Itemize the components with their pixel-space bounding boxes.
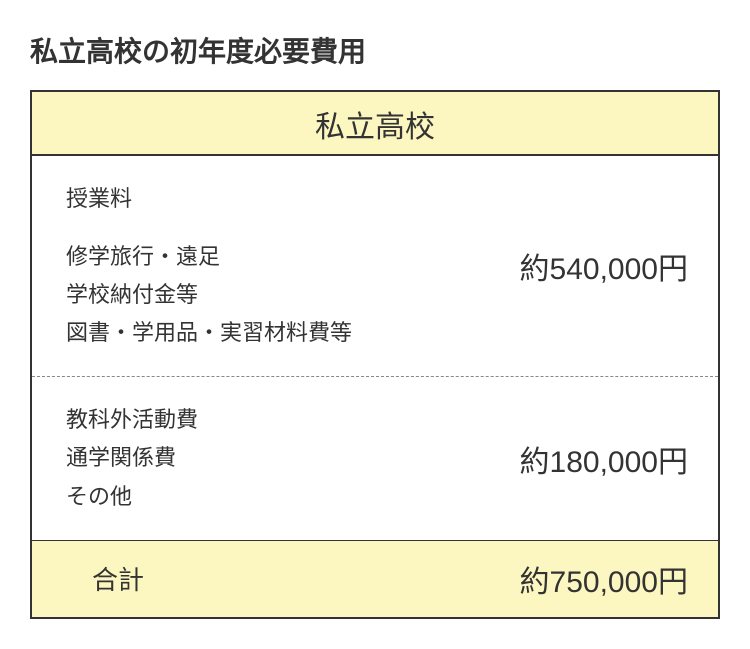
total-row: 合計 約750,000円	[32, 540, 718, 617]
table-header: 私立高校	[32, 92, 718, 156]
section-1-label-top: 授業料	[66, 182, 352, 216]
section-2-label-3: その他	[66, 480, 198, 514]
section-1-labels: 授業料 修学旅行・遠足 学校納付金等 図書・学用品・実習材料費等	[66, 182, 352, 350]
section-2-labels: 教科外活動費 通学関係費 その他	[66, 403, 198, 513]
total-value: 約750,000円	[520, 557, 688, 601]
total-label: 合計	[92, 560, 144, 597]
page-title: 私立高校の初年度必要費用	[30, 30, 720, 70]
section-2-label-2: 通学関係費	[66, 441, 198, 475]
section-2-label-1: 教科外活動費	[66, 403, 198, 437]
section-1-label-2: 学校納付金等	[66, 278, 352, 312]
section-1-value: 約540,000円	[520, 244, 688, 288]
cost-table: 私立高校 授業料 修学旅行・遠足 学校納付金等 図書・学用品・実習材料費等 約5…	[30, 90, 720, 619]
section-1-label-3: 図書・学用品・実習材料費等	[66, 316, 352, 350]
cost-summary-wrapper: 私立高校の初年度必要費用 私立高校 授業料 修学旅行・遠足 学校納付金等 図書・…	[30, 30, 720, 619]
section-1: 授業料 修学旅行・遠足 学校納付金等 図書・学用品・実習材料費等 約540,00…	[32, 156, 718, 377]
section-2-value: 約180,000円	[520, 437, 688, 481]
section-2: 教科外活動費 通学関係費 その他 約180,000円	[32, 377, 718, 539]
section-1-label-1: 修学旅行・遠足	[66, 240, 352, 274]
